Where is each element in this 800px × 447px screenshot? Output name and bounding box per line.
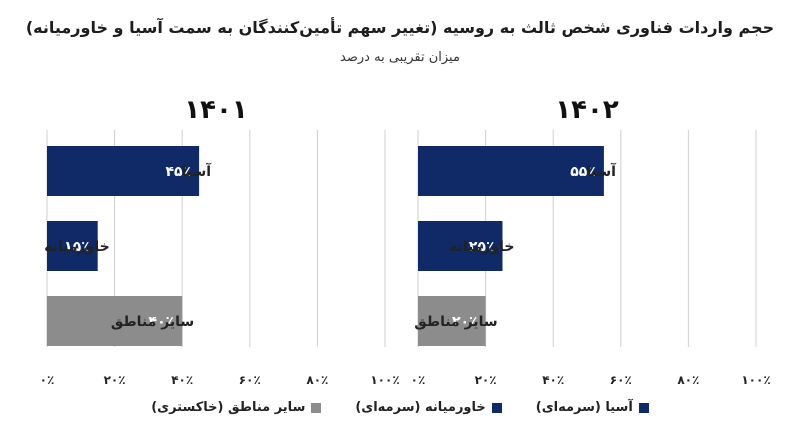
x-tick-label-right: ۰٪ [411,373,426,387]
category-label-left-asia: آسیا [182,162,213,180]
legend-swatch-asia [638,402,649,413]
x-tick-label-left: ۸۰٪ [306,373,328,387]
chart-subtitle: میزان تقریبی به درصد [340,50,460,65]
x-tick-label-left: ۴۰٪ [171,373,193,387]
legend: آسیا (سرمه‌ای) خاورمیانه (سرمه‌ای) سایر … [0,400,800,415]
data-label-right-middle-east: ۲۵٪ [469,239,495,255]
x-tick-label-left: ۱۰۰٪ [370,373,399,387]
legend-item-asia: آسیا (سرمه‌ای) [536,400,649,415]
legend-label-asia: آسیا (سرمه‌ای) [535,400,633,415]
legend-item-middle-east: خاورمیانه (سرمه‌ای) [355,400,502,415]
data-label-right-other: ۲۰٪ [452,314,478,330]
x-tick-label-right: ۶۰٪ [610,373,632,387]
chart-title: حجم واردات فناوری شخص ثالث به روسیه (تغی… [25,18,775,37]
bar-right-other [418,296,486,346]
bar-right-middle-east [418,221,503,271]
data-label-right-asia: ۵۵٪ [570,164,596,180]
data-label-left-middle-east: ۱۵٪ [64,239,90,255]
x-tick-label-right: ۸۰٪ [677,373,699,387]
legend-item-other: سایر مناطق (خاکستری) [151,400,322,415]
bar-right-asia [418,146,604,196]
category-label-right-other: سایر مناطق [414,314,497,330]
bar-left-asia [47,146,200,196]
bar-left-middle-east [47,221,98,271]
legend-label-middle-east: خاورمیانه (سرمه‌ای) [355,400,486,415]
data-label-left-asia: ۴۵٪ [165,164,191,180]
category-label-left-middle-east: خاورمیانه [44,239,110,255]
bar-left-other [47,296,183,346]
category-label-left-other: سایر مناطق [111,314,194,330]
category-label-right-middle-east: خاورمیانه [449,239,515,255]
category-label-right-asia: آسیا [586,162,617,180]
legend-label-other: سایر مناطق (خاکستری) [151,400,306,415]
x-tick-label-right: ۲۰٪ [475,373,497,387]
x-tick-label-right: ۱۰۰٪ [741,373,770,387]
x-tick-label-left: ۶۰٪ [239,373,261,387]
x-tick-label-right: ۴۰٪ [542,373,564,387]
x-tick-label-left: ۲۰٪ [104,373,126,387]
data-label-left-other: ۴۰٪ [149,314,175,330]
legend-swatch-other [311,402,322,413]
panel-title-right: ۱۴۰۲ [555,95,619,125]
legend-swatch-middle-east [491,402,502,413]
panel-title-left: ۱۴۰۱ [184,95,247,125]
x-tick-label-left: ۰٪ [40,373,55,387]
